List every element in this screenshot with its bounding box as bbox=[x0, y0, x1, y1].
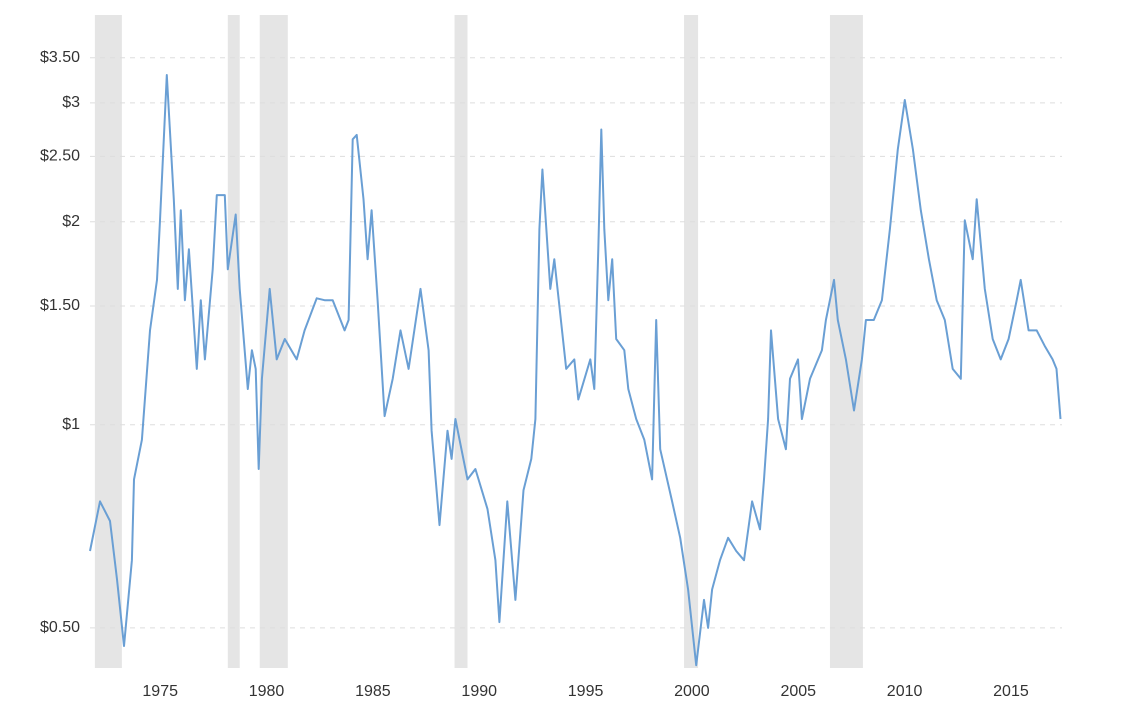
y-tick-label: $2.50 bbox=[40, 148, 80, 165]
x-tick-label: 2000 bbox=[674, 683, 710, 700]
y-tick-label: $1.50 bbox=[40, 297, 80, 314]
x-tick-label: 2015 bbox=[993, 683, 1029, 700]
y-tick-label: $3.50 bbox=[40, 49, 80, 66]
x-tick-label: 2005 bbox=[780, 683, 816, 700]
price-line bbox=[89, 74, 1062, 667]
x-tick-label: 1990 bbox=[461, 683, 497, 700]
y-tick-label: $0.50 bbox=[40, 619, 80, 636]
x-tick-label: 2010 bbox=[887, 683, 923, 700]
recession-band bbox=[684, 15, 699, 668]
x-tick-label: 1975 bbox=[142, 683, 178, 700]
recession-band bbox=[227, 15, 240, 668]
x-tick-label: 1985 bbox=[355, 683, 391, 700]
y-tick-label: $2 bbox=[62, 213, 80, 230]
x-tick-label: 1995 bbox=[568, 683, 604, 700]
y-tick-label: $3 bbox=[62, 94, 80, 111]
recession-band bbox=[454, 15, 468, 668]
y-tick-label: $1 bbox=[62, 416, 80, 433]
recession-band bbox=[829, 15, 863, 668]
x-tick-label: 1980 bbox=[249, 683, 285, 700]
recession-band bbox=[94, 15, 122, 668]
